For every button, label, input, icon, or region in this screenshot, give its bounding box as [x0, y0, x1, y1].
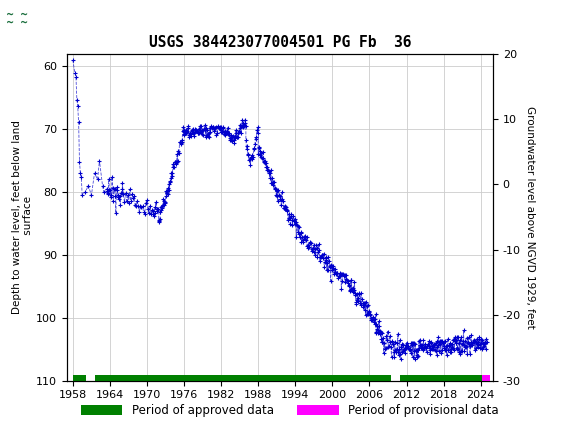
Legend: Period of approved data, Period of provisional data: Period of approved data, Period of provi… — [77, 399, 503, 422]
Y-axis label: Groundwater level above NGVD 1929, feet: Groundwater level above NGVD 1929, feet — [525, 106, 535, 329]
Text: ~: ~ — [6, 18, 14, 28]
Y-axis label: Depth to water level, feet below land
 surface: Depth to water level, feet below land su… — [12, 120, 33, 314]
Bar — [3, 2, 41, 31]
Bar — [483, 375, 490, 381]
Bar — [73, 375, 86, 381]
Text: USGS: USGS — [44, 7, 99, 25]
Title: USGS 384423077004501 PG Fb  36: USGS 384423077004501 PG Fb 36 — [148, 35, 411, 50]
Bar — [95, 375, 391, 381]
Text: ~: ~ — [6, 9, 14, 19]
Bar — [400, 375, 483, 381]
Text: ~: ~ — [20, 9, 28, 19]
Text: ~: ~ — [20, 18, 28, 28]
